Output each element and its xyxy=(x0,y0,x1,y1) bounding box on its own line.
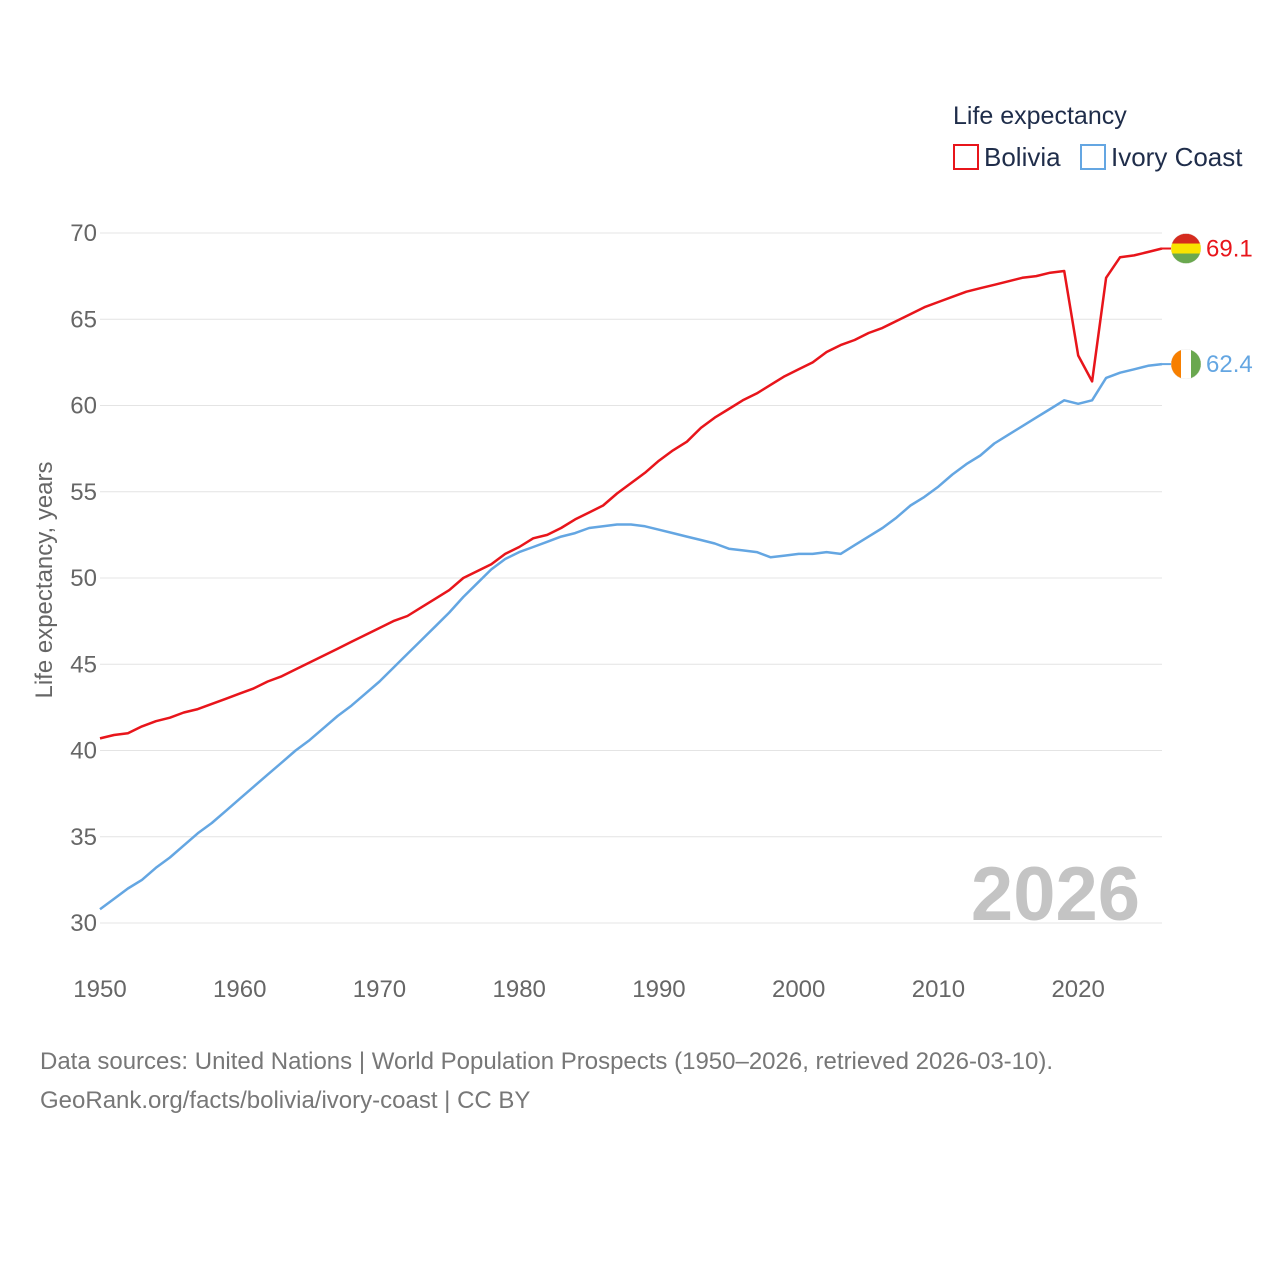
legend-item-bolivia[interactable]: Bolivia xyxy=(953,142,1061,172)
series-line-bolivia xyxy=(99,247,1163,740)
legend: Life expectancy Bolivia Ivory Coast xyxy=(953,102,1243,172)
x-tick-1960: 1960 xyxy=(213,976,266,1003)
series-line-ivory-coast xyxy=(99,362,1163,911)
legend-label-bolivia: Bolivia xyxy=(984,142,1061,172)
y-tick-60: 60 xyxy=(70,393,97,420)
legend-label-ivory-coast: Ivory Coast xyxy=(1111,142,1243,172)
y-tick-45: 45 xyxy=(70,651,97,678)
y-tick-40: 40 xyxy=(70,738,97,765)
legend-swatch-bolivia xyxy=(953,144,979,170)
x-tick-1990: 1990 xyxy=(632,976,685,1003)
end-value-ivory-coast: 62.4 xyxy=(1206,351,1253,378)
x-tick-2010: 2010 xyxy=(912,976,965,1003)
y-axis-ticks: 30 35 40 45 50 55 60 65 70 xyxy=(70,220,97,937)
y-tick-55: 55 xyxy=(70,479,97,506)
series-lines xyxy=(99,247,1163,911)
legend-title: Life expectancy xyxy=(953,102,1127,130)
legend-swatch-ivory-coast xyxy=(1080,144,1106,170)
x-tick-2000: 2000 xyxy=(772,976,825,1003)
data-source-note: Data sources: United Nations | World Pop… xyxy=(40,1048,1053,1075)
x-tick-2020: 2020 xyxy=(1051,976,1104,1003)
y-axis-label: Life expectancy, years xyxy=(31,461,58,698)
current-year-label: 2026 xyxy=(971,852,1140,937)
y-tick-30: 30 xyxy=(70,910,97,937)
x-tick-1980: 1980 xyxy=(493,976,546,1003)
x-axis-ticks: 1950 1960 1970 1980 1990 2000 2010 2020 xyxy=(73,976,1105,1003)
ivory-coast-flag-icon xyxy=(1171,349,1201,380)
gridlines xyxy=(100,232,1162,924)
credit-link[interactable]: GeoRank.org/facts/bolivia/ivory-coast | … xyxy=(40,1087,530,1114)
x-tick-1950: 1950 xyxy=(73,976,126,1003)
legend-item-ivory-coast[interactable]: Ivory Coast xyxy=(1080,142,1243,172)
y-tick-50: 50 xyxy=(70,565,97,592)
y-tick-65: 65 xyxy=(70,306,97,333)
bolivia-flag-icon xyxy=(1171,233,1201,264)
y-tick-35: 35 xyxy=(70,824,97,851)
x-tick-1970: 1970 xyxy=(353,976,406,1003)
y-tick-70: 70 xyxy=(70,220,97,247)
end-value-bolivia: 69.1 xyxy=(1206,236,1253,263)
series-end-markers: 69.1 62.4 xyxy=(1162,233,1253,380)
